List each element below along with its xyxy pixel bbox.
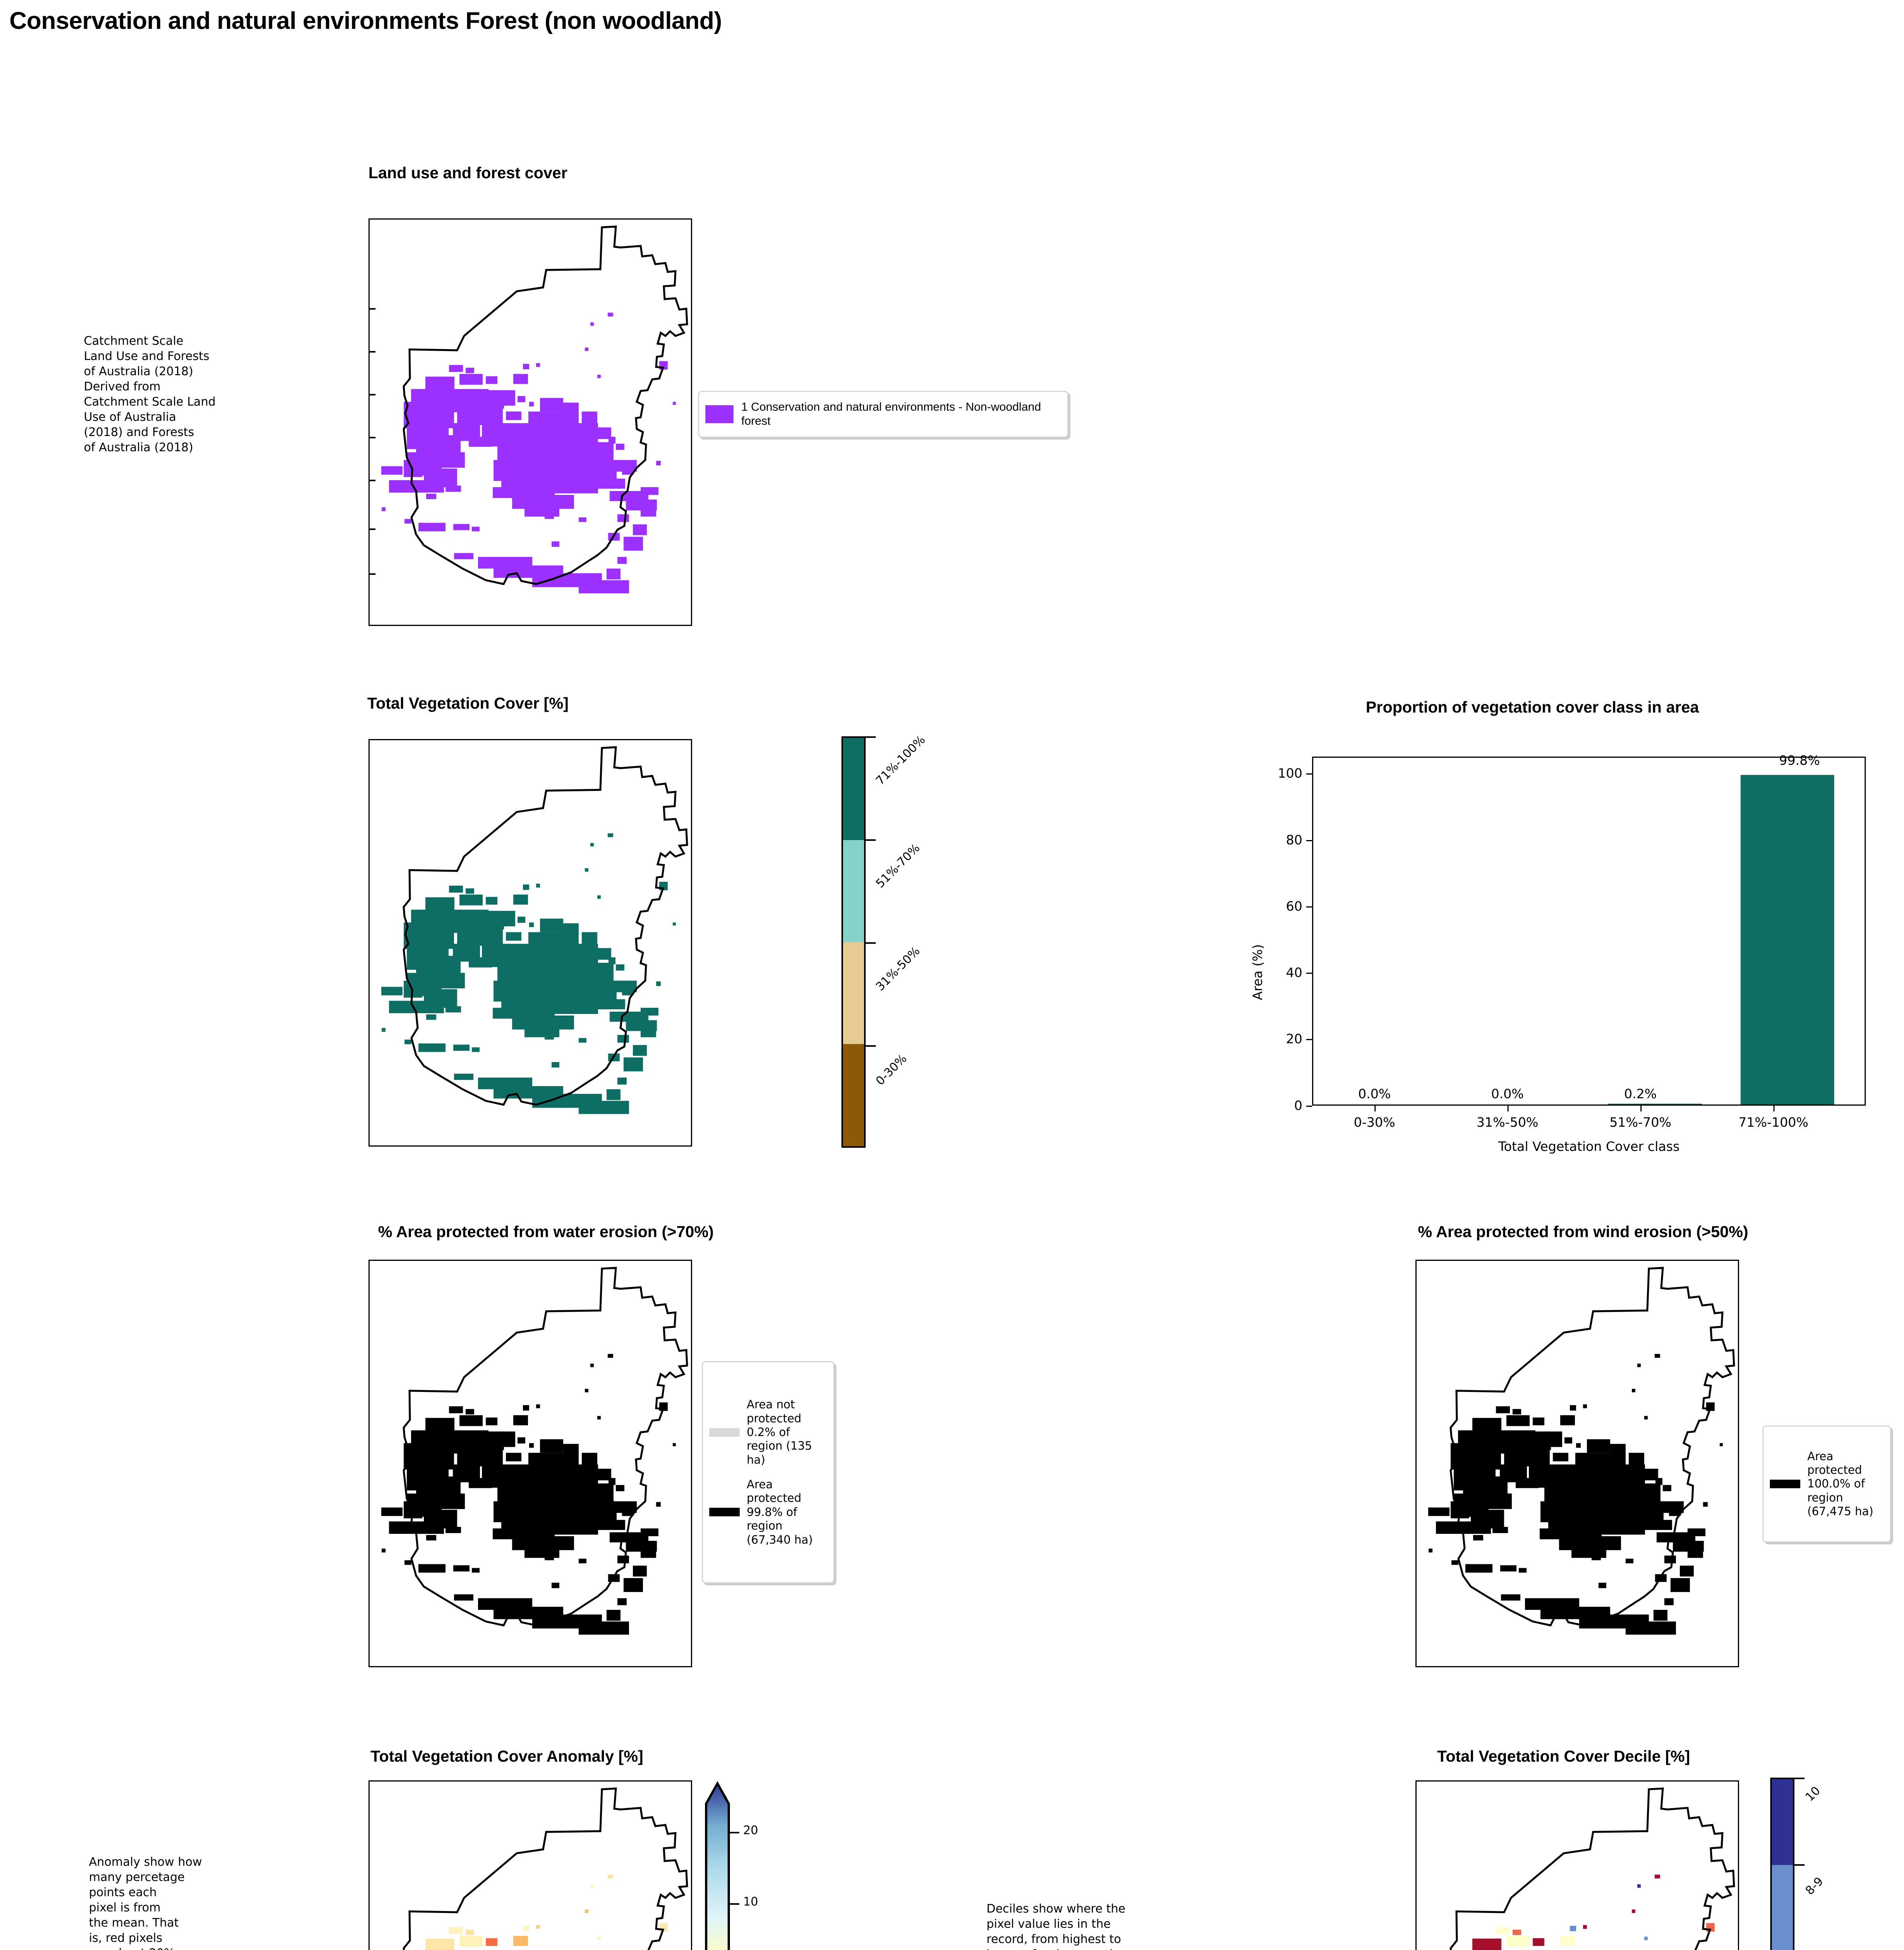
ytick-40: 40 [1286,965,1302,980]
anomaly-panel-title: Total Vegetation Cover Anomaly [%] [370,1747,643,1765]
total-cover-map-svg [381,746,688,1114]
anomaly-side-note: Anomaly show how many percetage points e… [89,1855,202,1950]
total-cover-panel-title: Total Vegetation Cover [%] [367,694,569,712]
proportion-panel-title: Proportion of vegetation cover class in … [1366,698,1699,716]
land-use-panel-title: Land use and forest cover [368,164,568,182]
wind-erosion-map[interactable] [1415,1260,1739,1667]
legend-item-protected: Area protected 99.8% of region (67,340 h… [709,1478,817,1547]
bar-value-0-30: 0.0% [1358,1086,1391,1101]
land-use-legend-label: 1 Conservation and natural environments … [741,401,1041,427]
land-use-legend-swatch [705,405,733,423]
ytick-100: 100 [1278,766,1302,781]
anomaly-tick-20: 20 [743,1824,758,1837]
decile-label-8-9: 8-9 [1803,1874,1826,1898]
anomaly-tick-10: 10 [743,1895,758,1909]
ytick-60: 60 [1286,899,1302,914]
total-cover-colorbar [841,736,866,1148]
decile-seg-8-9 [1772,1865,1793,1950]
land-use-side-note: Catchment Scale Land Use and Forests of … [84,334,216,454]
water-erosion-panel-title: % Area protected from water erosion (>70… [378,1223,714,1241]
decile-panel-title: Total Vegetation Cover Decile [%] [1437,1747,1690,1765]
colorbar-label-31-50: 31%-50% [873,944,923,994]
total-cover-map[interactable] [368,739,692,1147]
page-title: Conservation and natural environments Fo… [9,7,722,34]
decile-map[interactable] [1415,1780,1739,1950]
colorbar-label-0-30: 0-30% [873,1051,910,1088]
water-erosion-map-svg [381,1267,688,1635]
legend-item-protected-wind: Area protected 100.0% of region (67,475 … [1770,1450,1879,1519]
bar-chart-x-axis-label: Total Vegetation Cover class [1498,1139,1680,1154]
xtick-71-100: 71%-100% [1738,1115,1808,1130]
protected-wind-label: Area protected 100.0% of region (67,475 … [1807,1449,1874,1518]
decile-label-10: 10 [1803,1784,1823,1804]
protected-label: Area protected 99.8% of region (67,340 h… [747,1478,813,1546]
colorbar-seg-0-30 [843,1044,864,1146]
colorbar-seg-31-50 [843,942,864,1044]
bar-value-51-70: 0.2% [1624,1086,1657,1101]
bar-value-71-100: 99.8% [1779,753,1820,768]
legend-item-not-protected: Area not protected 0.2% of region (135 h… [709,1398,817,1467]
wind-erosion-legend: Area protected 100.0% of region (67,475 … [1762,1425,1891,1542]
not-protected-label: Area not protected 0.2% of region (135 h… [747,1398,812,1466]
xtick-51-70: 51%-70% [1609,1115,1672,1130]
colorbar-seg-71-100 [843,738,864,840]
colorbar-label-51-70: 51%-70% [873,841,923,891]
decile-seg-10 [1772,1779,1793,1865]
land-use-map-svg [381,225,688,594]
decile-map-svg [1449,1787,1735,1950]
xtick-0-30: 0-30% [1353,1115,1396,1130]
protected-swatch [709,1508,740,1517]
ytick-80: 80 [1286,832,1302,847]
wind-erosion-panel-title: % Area protected from wind erosion (>50%… [1418,1223,1748,1241]
colorbar-seg-51-70 [843,840,864,942]
bar-value-31-50: 0.0% [1491,1086,1524,1101]
bar-chart-y-axis-label: Area (%) [1250,944,1265,1000]
water-erosion-map[interactable] [368,1260,692,1667]
anomaly-colorbar [705,1781,730,1950]
bar-chart-plot-area [1312,757,1866,1106]
colorbar-label-71-100: 71%-100% [873,733,928,788]
land-use-map[interactable] [368,218,692,626]
water-erosion-legend: Area not protected 0.2% of region (135 h… [702,1361,834,1583]
not-protected-swatch [709,1428,740,1437]
anomaly-map[interactable] [368,1780,692,1950]
decile-side-note: Deciles show where the pixel value lies … [987,1902,1126,1950]
ytick-0: 0 [1294,1098,1302,1113]
xtick-31-50: 31%-50% [1476,1115,1539,1130]
land-use-legend: 1 Conservation and natural environments … [698,391,1068,438]
decile-colorbar [1770,1778,1794,1950]
protected-wind-swatch [1770,1480,1800,1488]
proportion-bar-chart: 0 20 40 60 80 100 0-30% 31%-50% 51%-70% … [1240,733,1887,1193]
anomaly-map-svg [402,1787,688,1950]
bar-71-100[interactable] [1740,775,1835,1104]
wind-erosion-map-svg [1428,1267,1735,1635]
ytick-20: 20 [1286,1031,1302,1046]
